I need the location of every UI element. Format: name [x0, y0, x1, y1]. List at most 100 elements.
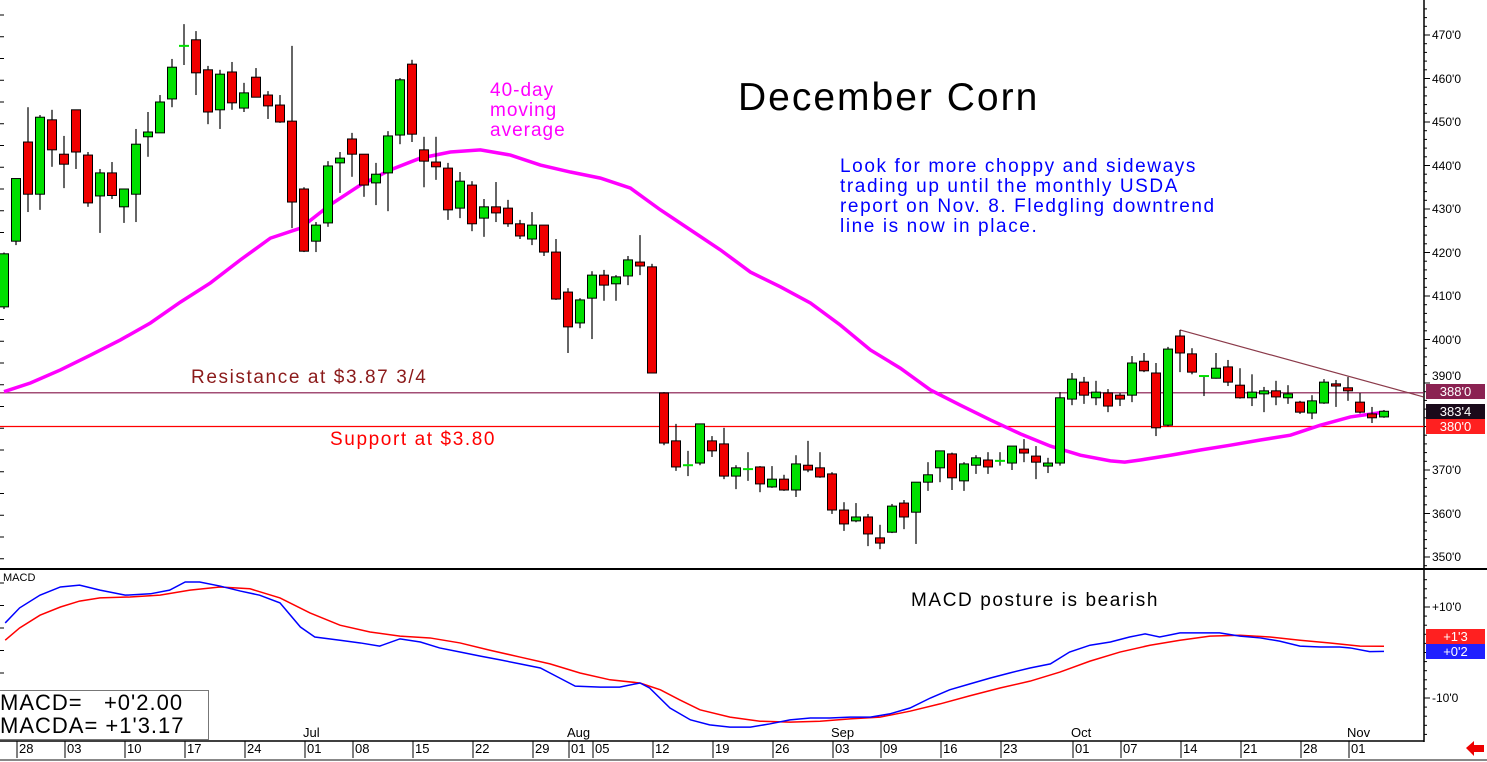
date-tick-label: 17 [187, 741, 202, 756]
candle-up [0, 253, 9, 308]
candle-down [1175, 335, 1185, 354]
candle-down [1271, 390, 1281, 398]
chart-title: December Corn [738, 76, 1040, 119]
candle-up [767, 478, 777, 488]
candle-up [1259, 390, 1269, 395]
candle-up [971, 457, 981, 466]
candle-up [215, 73, 225, 111]
commentary-line: report on Nov. 8. Fledgling downtrend [840, 196, 1216, 217]
date-tick-label: 23 [1003, 741, 1018, 756]
candle-down [983, 459, 993, 468]
candle-down [359, 153, 369, 186]
candle-down [1235, 384, 1245, 399]
candle-down [263, 94, 273, 107]
candle-up [1007, 445, 1017, 464]
candle-doji [995, 459, 1005, 462]
candle-down [1295, 401, 1305, 413]
candle-down [71, 109, 81, 153]
candle-down [299, 188, 309, 252]
candle-doji [683, 464, 693, 467]
macda-value: MACDA= +1'3.17 [0, 713, 185, 738]
candle-down [875, 537, 885, 544]
candle-down [1115, 394, 1125, 400]
ma-label-line: average [490, 120, 566, 141]
date-tick-label: 01 [1075, 741, 1090, 756]
macd-line [4, 581, 1385, 728]
date-tick-label: 15 [415, 741, 430, 756]
candle-up [1307, 400, 1317, 414]
candle-down [431, 161, 441, 168]
candle-down [503, 207, 513, 225]
candle-down [1187, 353, 1197, 373]
candle-up [323, 165, 333, 224]
candle-down [1343, 387, 1353, 392]
moving-average-label: 40-day moving average [490, 81, 566, 141]
candle-down [599, 274, 609, 286]
commentary: Look for more choppy and sideways tradin… [840, 157, 1216, 237]
candle-up [35, 116, 45, 195]
candle-down [467, 184, 477, 225]
candle-up [371, 173, 381, 184]
date-tick-label: 22 [475, 741, 490, 756]
price-marker: 388'0 [1426, 384, 1485, 400]
candle-down [287, 120, 297, 203]
price-tick-label: 430'0 [1432, 202, 1461, 216]
candle-up [695, 423, 705, 464]
price-tick-label: 360'0 [1432, 506, 1461, 521]
candle-down [107, 172, 117, 197]
candle-down [1331, 383, 1341, 387]
date-tick-label: 26 [775, 741, 790, 756]
commentary-line: line is now in place. [840, 216, 1039, 237]
candle-up [11, 178, 21, 242]
candle-up [311, 224, 321, 242]
date-tick-label: 24 [247, 741, 262, 756]
candle-up [1127, 362, 1137, 396]
candle-down [563, 291, 573, 328]
month-label: Oct [1071, 725, 1092, 740]
candle-down [1139, 360, 1149, 372]
candle-up [119, 188, 129, 208]
ma-label-line: 40-day [490, 80, 555, 101]
candle-down [1079, 381, 1089, 396]
candle-down [863, 516, 873, 535]
candle-up [791, 463, 801, 491]
macd-marker: +1'3 [1426, 628, 1485, 644]
candle-up [239, 92, 249, 109]
date-tick-label: 10 [127, 741, 142, 756]
resistance-label: Resistance at $3.87 3/4 [191, 367, 428, 388]
candle-up [1043, 462, 1053, 467]
candle-up [623, 259, 633, 277]
month-label: Aug [567, 725, 591, 740]
candle-down [1019, 448, 1029, 454]
candle-down [839, 509, 849, 525]
candle-down [779, 478, 789, 491]
candle-down [647, 266, 657, 374]
ma-label-line: moving [490, 100, 558, 121]
price-tick-label: 470'0 [1432, 28, 1461, 42]
candle-up [959, 463, 969, 482]
candle-down [1103, 392, 1113, 407]
price-tick-label: 440'0 [1432, 158, 1461, 173]
price-tick-label: 410'0 [1432, 289, 1461, 303]
downtrend-line [1179, 329, 1424, 398]
candle-down [443, 167, 453, 211]
candle-doji [743, 468, 753, 471]
candle-up [131, 143, 141, 195]
candle-down [551, 251, 561, 300]
candle-up [1091, 391, 1101, 399]
candle-down [659, 392, 669, 444]
price-marker: 380'0 [1426, 419, 1485, 434]
candle-down [947, 453, 957, 479]
scroll-left-arrow-icon[interactable] [1466, 741, 1484, 756]
candle-down [59, 153, 69, 165]
date-tick-label: 05 [595, 741, 610, 756]
candle-up [1163, 348, 1173, 426]
date-tick-label: 01 [1351, 741, 1366, 756]
date-tick-label: 07 [1123, 741, 1138, 756]
candle-down [47, 119, 57, 151]
price-marker: 383'4 [1426, 403, 1485, 419]
macd-tick-label: -10'0 [1432, 691, 1459, 705]
date-tick-label: 12 [655, 741, 670, 756]
price-tick-label: 420'0 [1432, 245, 1461, 260]
candle-up [455, 180, 465, 209]
